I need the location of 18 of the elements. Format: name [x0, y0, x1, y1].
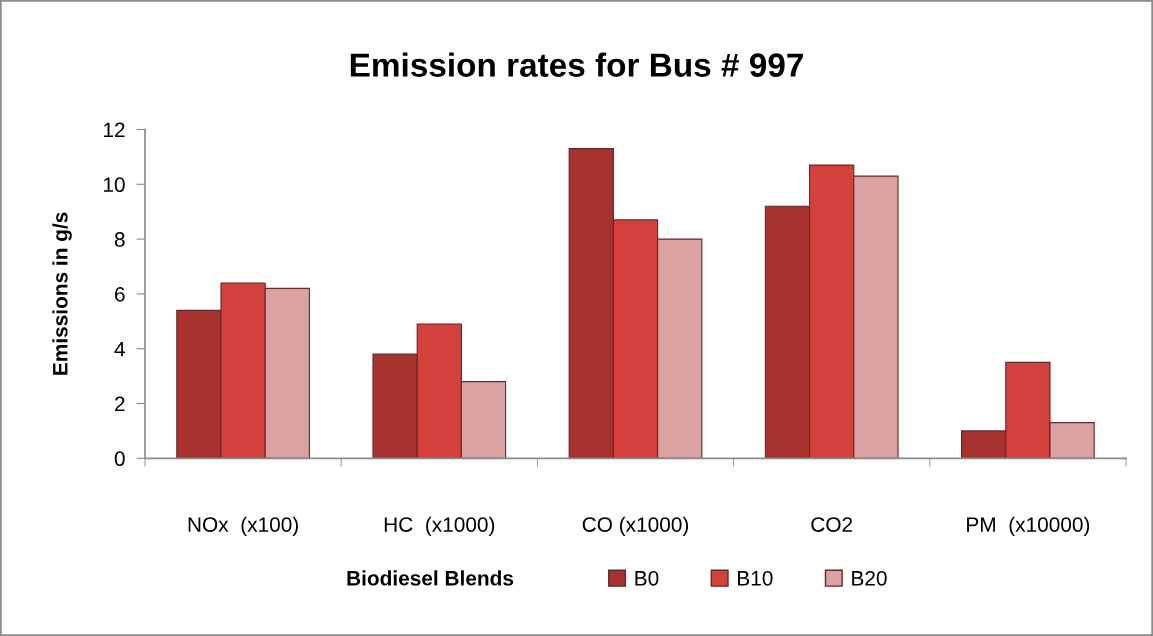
legend-label: B10 — [738, 570, 773, 586]
y-tick-label: 10 — [103, 177, 125, 193]
y-tick-label: 6 — [115, 286, 125, 302]
y-tick-label: 2 — [115, 396, 125, 412]
x-tick-label: CO (x1000) — [582, 516, 689, 537]
legend-title: Biodiesel Blends — [347, 570, 514, 586]
legend-label: B20 — [852, 570, 887, 586]
y-tick-label: 4 — [114, 341, 125, 357]
y-tick-label: 0 — [114, 451, 125, 467]
x-tick-label: HC (x1000) — [384, 516, 495, 537]
y-tick-label: 8 — [114, 232, 125, 247]
y-axis-title: Emissions in g/s — [52, 212, 72, 375]
x-tick-label: CO2 — [811, 517, 853, 532]
x-tick-label: NOx (x100) — [188, 516, 298, 537]
chart-title: Emission rates for Bus # 997 — [350, 52, 803, 77]
y-tick-label: 12 — [103, 122, 125, 138]
legend-label: B0 — [635, 570, 659, 586]
x-tick-label: PM (x10000) — [967, 516, 1090, 537]
